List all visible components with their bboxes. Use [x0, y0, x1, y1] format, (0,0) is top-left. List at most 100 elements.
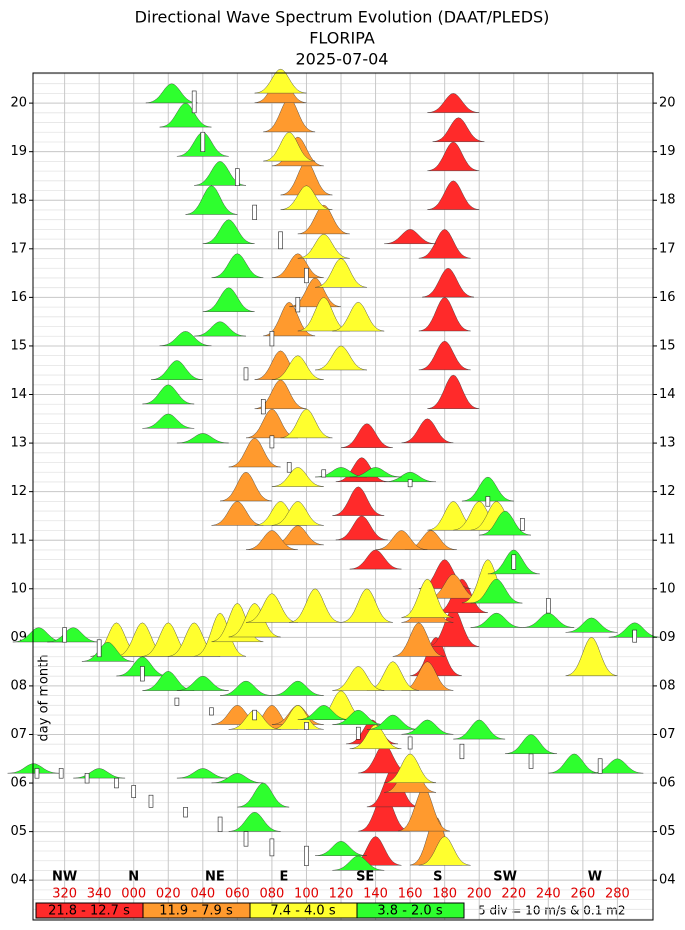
- spectrum-peak: [194, 321, 247, 337]
- y-tick-label-right: 08: [659, 678, 676, 693]
- wind-marker: [58, 768, 64, 779]
- y-tick-label: 16: [10, 290, 27, 305]
- spectrum-peak: [271, 680, 324, 696]
- spectrum-peak: [211, 501, 264, 526]
- y-tick-label: 12: [10, 484, 27, 499]
- spectrum-peak: [142, 413, 195, 429]
- spectrum-peak: [522, 612, 575, 628]
- spectrum-peak: [271, 501, 324, 526]
- spectrum-peak: [211, 253, 264, 278]
- wind-marker: [295, 297, 301, 313]
- wind-marker: [217, 816, 223, 832]
- spectrum-peak: [332, 666, 385, 691]
- compass-label: S: [433, 870, 442, 885]
- y-tick-label-right: 12: [659, 484, 676, 499]
- y-tick-label-right: 06: [659, 776, 676, 791]
- y-tick-label: 11: [10, 533, 27, 548]
- wind-marker: [62, 627, 67, 643]
- x-tick-label: 260: [570, 887, 595, 902]
- spectrum-peak: [418, 297, 471, 332]
- spectrum-peak: [220, 680, 272, 696]
- wind-marker: [191, 90, 197, 114]
- spectrum-peak: [332, 855, 385, 871]
- spectrum-peak: [384, 229, 437, 244]
- spectrum-peak: [340, 423, 393, 448]
- x-tick-label: 160: [398, 887, 423, 902]
- spectrum-peak: [220, 471, 272, 502]
- compass-label: SW: [493, 870, 517, 885]
- y-tick-label-right: 17: [659, 241, 676, 256]
- x-tick-label: 140: [363, 887, 388, 902]
- spectrum-peak: [418, 229, 471, 259]
- chart-subtitle: FLORIPA: [309, 29, 375, 48]
- wind-marker: [407, 736, 413, 750]
- spectrum-peak: [335, 515, 388, 541]
- y-tick-label: 07: [10, 727, 27, 742]
- compass-label: NE: [205, 870, 225, 885]
- spectrum-peak: [159, 102, 212, 128]
- spectrum-peak: [271, 355, 324, 380]
- spectrum-peak: [349, 467, 402, 478]
- y-tick-label: 10: [10, 581, 27, 596]
- wind-marker: [511, 554, 517, 570]
- spectrum-peak: [202, 287, 255, 312]
- spectrum-peak: [271, 467, 324, 487]
- spectrum-peak: [427, 141, 480, 171]
- plot-frame: [32, 72, 654, 921]
- wind-marker: [321, 469, 327, 478]
- y-axis-label: day of month: [37, 655, 52, 742]
- y-tick-label-right: 09: [659, 630, 676, 645]
- spectrum-peak: [427, 180, 480, 210]
- x-tick-label: 240: [536, 887, 561, 902]
- spectrum-peak: [375, 530, 428, 550]
- spectrum-peak: [280, 185, 333, 210]
- wind-marker: [84, 773, 90, 784]
- x-tick-label: 320: [52, 887, 77, 902]
- legend-label: 21.8 - 12.7 s: [48, 904, 130, 919]
- compass-label: E: [280, 870, 289, 885]
- spectrum-peak: [366, 661, 419, 691]
- x-tick-label: 120: [329, 887, 354, 902]
- wind-marker: [286, 462, 292, 473]
- spectrum-peak: [185, 185, 238, 215]
- spectrum-peak: [228, 437, 281, 468]
- wind-marker: [528, 753, 534, 769]
- y-tick-label: 15: [10, 338, 27, 353]
- y-tick-label-right: 04: [659, 873, 676, 888]
- legend-label: 7.4 - 4.0 s: [270, 904, 335, 919]
- wind-marker: [546, 598, 551, 614]
- wind-marker: [269, 838, 275, 857]
- y-tick-label-right: 13: [659, 436, 676, 451]
- wind-marker: [34, 768, 40, 779]
- spectrum-peak: [145, 83, 198, 104]
- wind-marker: [304, 267, 309, 284]
- spectrum-peak: [565, 617, 618, 633]
- compass-label: SE: [356, 870, 374, 885]
- wind-marker: [304, 722, 309, 730]
- spectrum-peak: [332, 709, 385, 725]
- x-tick-label: 220: [501, 887, 526, 902]
- spectrum-peak: [245, 530, 298, 550]
- spectrum-peak: [150, 360, 203, 380]
- y-tick-label: 08: [10, 678, 27, 693]
- y-tick-label-right: 20: [659, 96, 676, 111]
- wind-marker: [485, 496, 491, 507]
- y-tick-label-right: 07: [659, 727, 676, 742]
- legend-label: 11.9 - 7.9 s: [159, 904, 233, 919]
- spectrum-peak: [81, 641, 134, 662]
- spectrum-peak: [349, 724, 402, 749]
- spectrum-peak: [340, 588, 393, 623]
- spectrum-peak: [548, 753, 601, 774]
- x-tick-label: 040: [190, 887, 215, 902]
- wind-marker: [459, 743, 465, 760]
- wind-marker: [407, 479, 413, 488]
- spectrum-peak: [418, 836, 471, 866]
- spectrum-peak: [271, 705, 324, 730]
- spectrum-peak: [315, 841, 367, 856]
- wind-marker: [269, 435, 275, 449]
- wind-marker: [96, 639, 102, 658]
- spectrum-peak: [384, 471, 437, 482]
- spectrum-peak: [366, 714, 419, 730]
- y-tick-label: 19: [10, 144, 27, 159]
